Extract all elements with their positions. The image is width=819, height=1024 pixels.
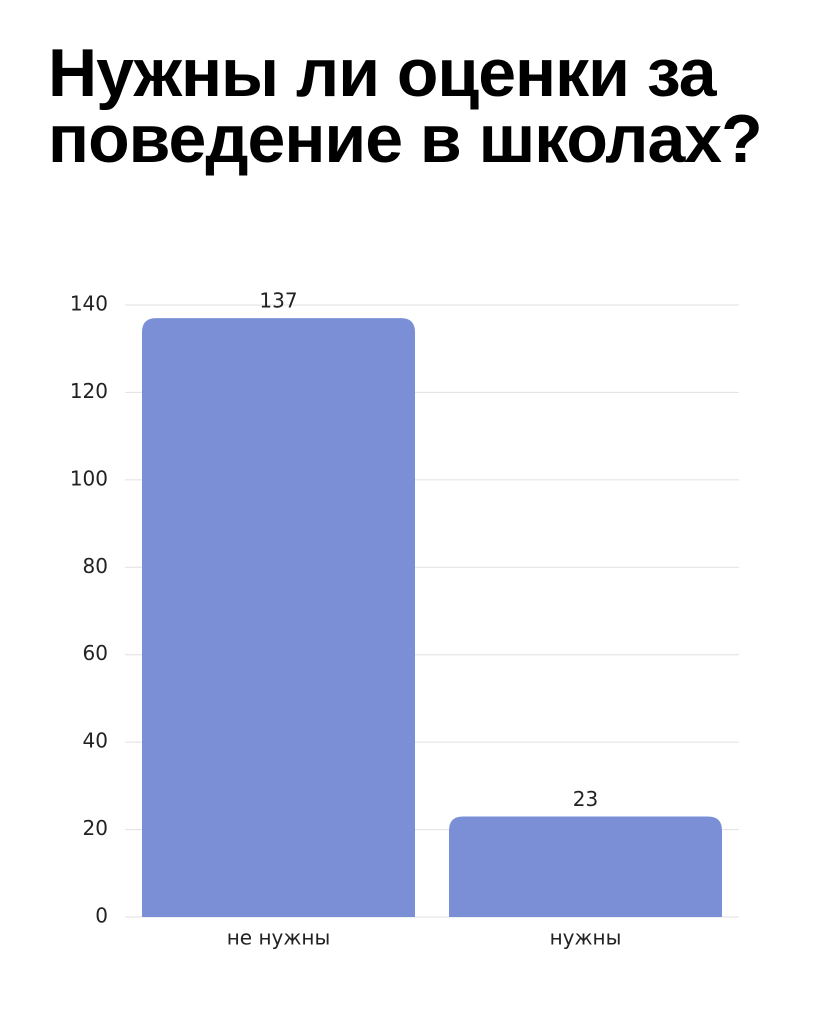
y-tick-label: 140 xyxy=(70,292,108,316)
y-tick-label: 80 xyxy=(83,554,108,578)
y-tick-label: 0 xyxy=(95,904,108,928)
value-label: 137 xyxy=(259,289,297,313)
y-tick-label: 20 xyxy=(83,816,108,840)
value-label: 23 xyxy=(573,787,598,811)
y-tick-label: 60 xyxy=(83,641,108,665)
chart-title: Нужны ли оценки за поведение в школах? xyxy=(48,35,763,177)
bar xyxy=(449,816,722,917)
y-tick-label: 40 xyxy=(83,729,108,753)
x-tick-label: не нужны xyxy=(227,926,331,950)
y-tick-label: 120 xyxy=(70,379,108,403)
y-tick-label: 100 xyxy=(70,466,108,490)
bar xyxy=(142,318,415,918)
x-tick-label: нужны xyxy=(550,926,622,950)
